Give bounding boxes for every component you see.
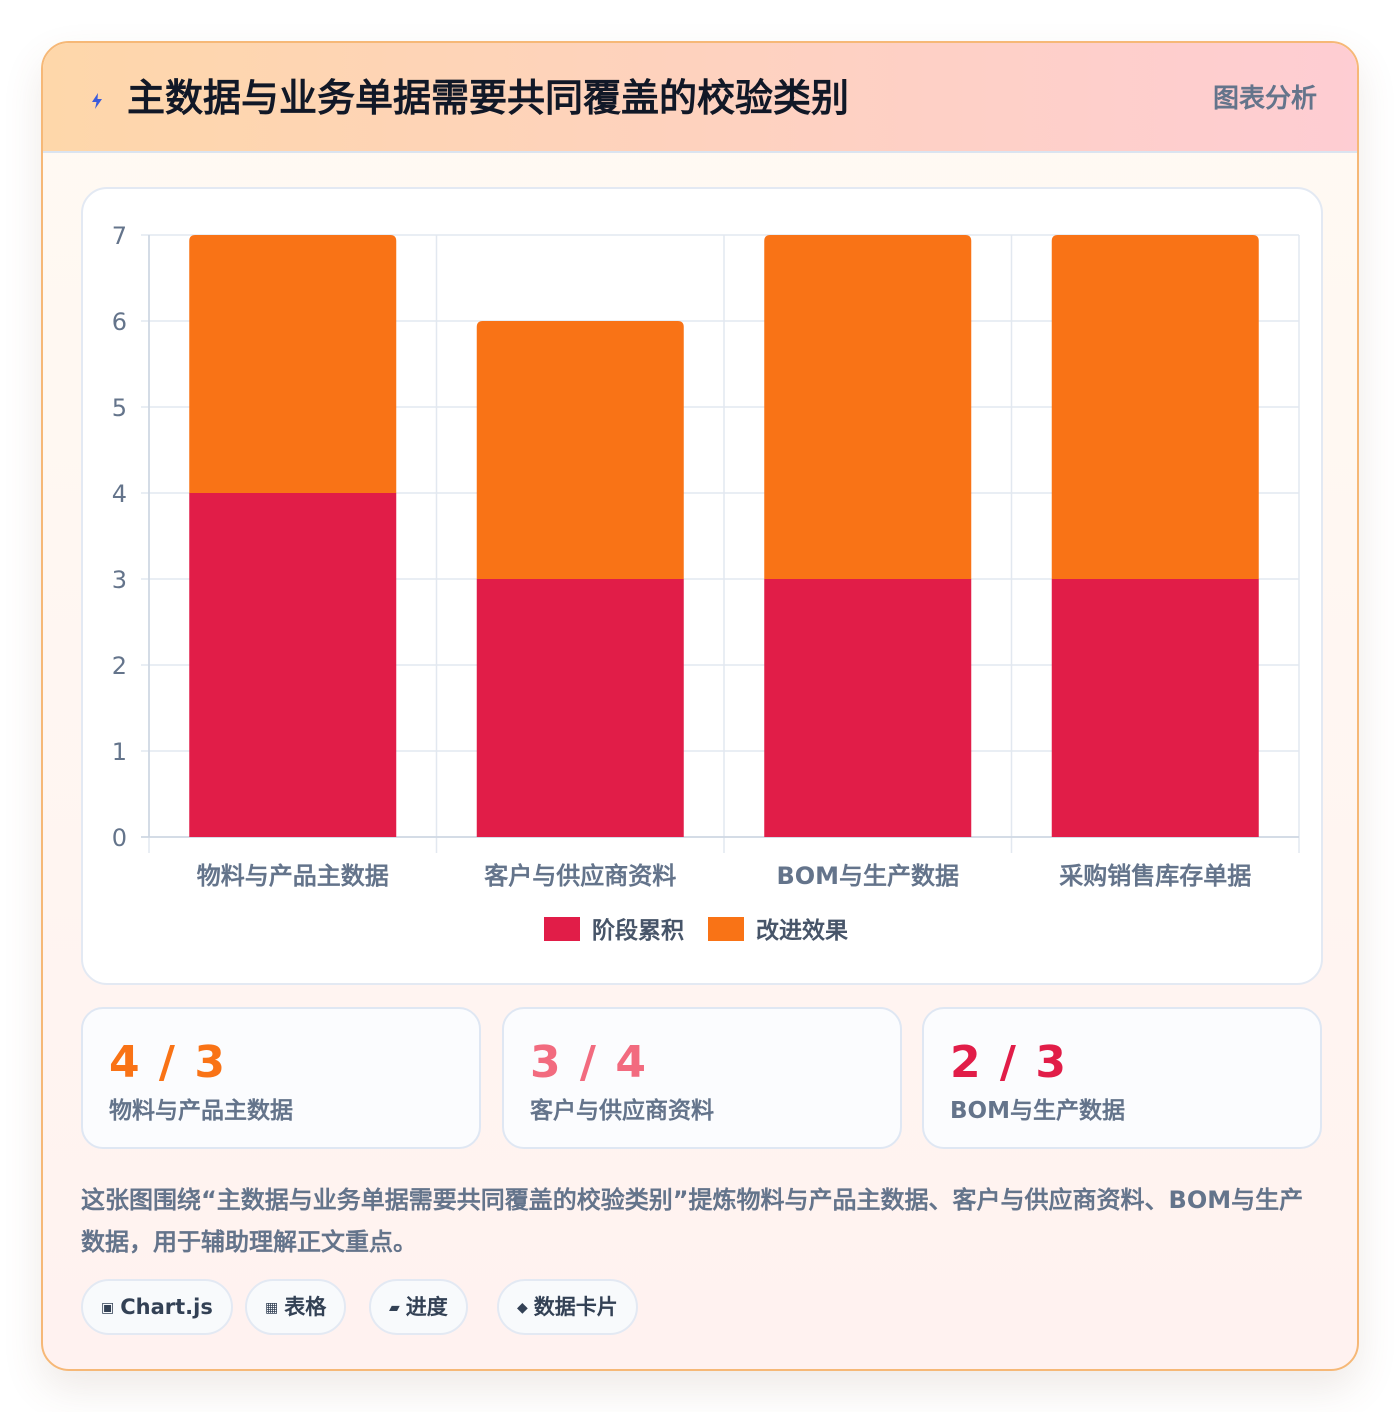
stat-card-2: 3 / 4 客户与供应商资料: [502, 1007, 902, 1149]
y-tick-label: 0: [112, 824, 127, 852]
x-tick-label: BOM与生产数据: [776, 862, 959, 890]
y-tick-label: 7: [112, 222, 127, 250]
stat-card-1: 4 / 3 物料与产品主数据: [81, 1007, 481, 1149]
y-tick-label: 1: [112, 738, 127, 766]
stacked-bar-chart: 0 1 2 3 4 5 6 7 物料与产品主数据 客户与供应商资料 BOM与生产数据 采购销售库存单据…: [112, 222, 1300, 944]
tag-chartjs[interactable]: ▣ Chart.js: [81, 1279, 233, 1335]
y-tick-label: 3: [112, 566, 127, 594]
bar-segment-1: [764, 579, 972, 837]
tag-table[interactable]: ▦ 表格: [245, 1279, 347, 1335]
tag-label: 数据卡片: [533, 1295, 618, 1319]
bar-segment-2: [476, 321, 684, 579]
stat-label: 客户与供应商资料: [530, 1098, 714, 1124]
legend-swatch: [708, 917, 744, 941]
stat-card-3: 2 / 3 BOM与生产数据: [922, 1007, 1322, 1149]
stat-label: 物料与产品主数据: [109, 1098, 293, 1124]
tag-data-card[interactable]: ◆ 数据卡片: [497, 1279, 638, 1335]
stat-value: 4 / 3: [109, 1037, 227, 1088]
tag-label: Chart.js: [120, 1295, 213, 1319]
x-tick-label: 采购销售库存单据: [1059, 862, 1251, 890]
y-tick-label: 6: [112, 308, 127, 336]
x-tick-label: 客户与供应商资料: [484, 862, 676, 890]
bar-segment-2: [1051, 235, 1259, 579]
chart-panel: 0 1 2 3 4 5 6 7 物料与产品主数据 客户与供应商资料 BOM与生产数据 采购销售库存单据…: [81, 187, 1323, 985]
y-tick-label: 2: [112, 652, 127, 680]
x-tick-label: 物料与产品主数据: [197, 862, 389, 890]
page-title: 主数据与业务单据需要共同覆盖的校验类别: [127, 76, 850, 120]
chart-card: 主数据与业务单据需要共同覆盖的校验类别 图表分析 0 1 2 3 4 5 6 7 物料与产品主数…: [41, 41, 1359, 1371]
bar-segment-1: [1051, 579, 1259, 837]
stat-value: 3 / 4: [530, 1037, 648, 1088]
tag-label: 表格: [284, 1295, 327, 1319]
legend-label: 阶段累积: [592, 917, 684, 944]
y-tick-label: 4: [112, 480, 127, 508]
legend-swatch: [544, 917, 580, 941]
stat-value: 2 / 3: [950, 1037, 1068, 1088]
y-tick-label: 5: [112, 394, 127, 422]
bolt-icon: [92, 93, 102, 109]
legend-label: 改进效果: [756, 917, 848, 944]
card-header: 主数据与业务单据需要共同覆盖的校验类别 图表分析: [43, 43, 1357, 153]
stat-label: BOM与生产数据: [950, 1098, 1125, 1124]
bar-segment-2: [189, 235, 397, 493]
bar-segment-2: [764, 235, 972, 579]
summary-text: 这张图围绕“主数据与业务单据需要共同覆盖的校验类别”提炼物料与产品主数据、客户与…: [81, 1186, 1304, 1256]
table-icon: ▦: [265, 1300, 279, 1316]
diamond-icon: ◆: [517, 1300, 528, 1316]
header-tag: 图表分析: [1212, 84, 1317, 114]
square-icon: ▣: [101, 1300, 115, 1316]
bar-segment-1: [189, 493, 397, 837]
bar-segment-1: [476, 579, 684, 837]
tag-progress[interactable]: ▰ 进度: [369, 1279, 468, 1335]
progress-icon: ▰: [389, 1300, 400, 1316]
tag-label: 进度: [405, 1295, 448, 1319]
